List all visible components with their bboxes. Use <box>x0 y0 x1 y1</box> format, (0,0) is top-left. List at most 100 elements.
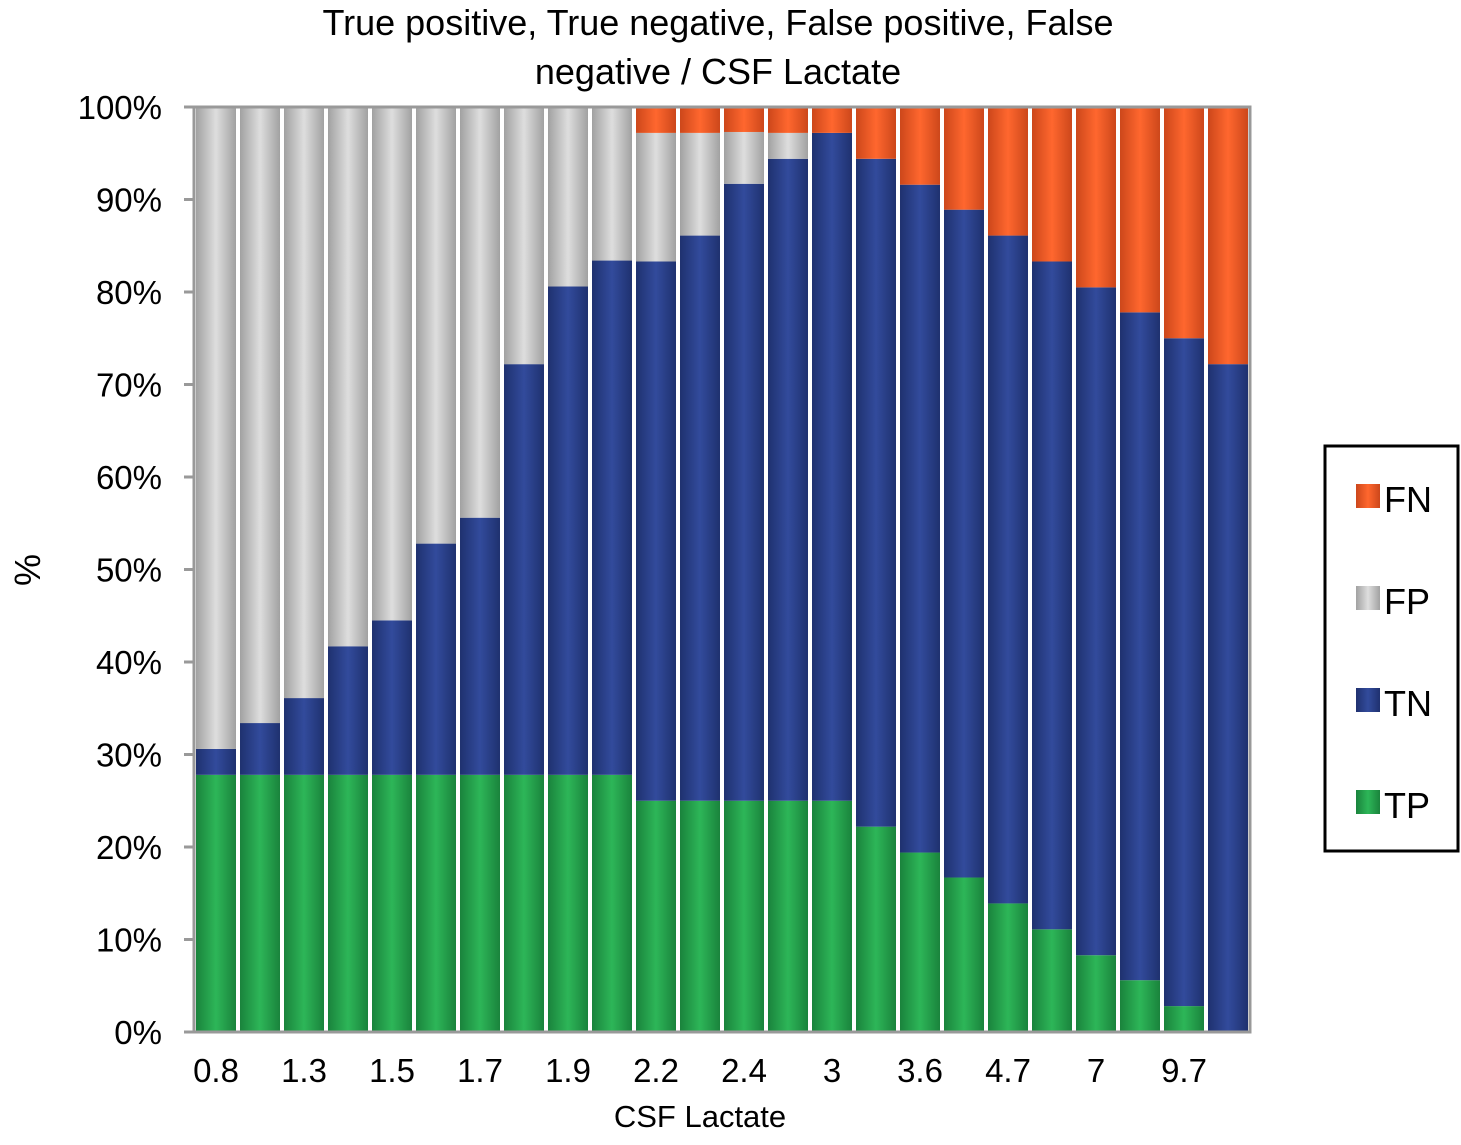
bar-tn-12 <box>680 235 720 801</box>
bar-tn-2 <box>240 723 280 775</box>
x-tick-label: 3 <box>823 1052 841 1089</box>
bar-tp-11 <box>636 800 676 1032</box>
bar-tn-14 <box>768 158 808 801</box>
y-tick-label: 0% <box>114 1014 162 1051</box>
x-tick-label: 2.2 <box>633 1052 679 1089</box>
x-tick-label: 7 <box>1087 1052 1105 1089</box>
chart-title-line-2: negative / CSF Lactate <box>535 51 901 92</box>
bar-tp-12 <box>680 800 720 1032</box>
y-axis: 0% 10% 20% 30% 40% 50% 60% 70% 80% 90% 100% <box>78 89 194 1051</box>
x-axis-label: CSF Lactate <box>614 1099 786 1134</box>
bar-tn-18 <box>944 209 984 878</box>
bar-fp-5 <box>372 106 412 621</box>
legend-label-fp: FP <box>1384 581 1430 622</box>
bar-tn-24 <box>1208 364 1248 1032</box>
y-tick-label: 60% <box>96 459 162 496</box>
bar-fp-6 <box>416 107 456 544</box>
y-axis-label: % <box>7 554 48 586</box>
bar-tn-19 <box>988 235 1028 904</box>
bar-tp-5 <box>372 774 412 1032</box>
bar-fp-8 <box>504 107 544 365</box>
bar-tn-6 <box>416 543 456 775</box>
bar-fn-23 <box>1164 107 1204 339</box>
bar-fp-7 <box>460 107 500 518</box>
bar-fn-24 <box>1208 107 1248 365</box>
bar-fn-11 <box>636 107 676 133</box>
legend-label-tp: TP <box>1384 785 1430 826</box>
y-tick-label: 80% <box>96 274 162 311</box>
bar-fp-3 <box>284 107 324 699</box>
chart-title-line-1: True positive, True negative, False posi… <box>322 2 1113 43</box>
x-tick-label: 2.4 <box>721 1052 767 1089</box>
bar-tp-2 <box>240 774 280 1032</box>
bar-tp-16 <box>856 826 896 1032</box>
bars-group <box>196 106 1248 1032</box>
y-tick-label: 50% <box>96 552 162 589</box>
bar-tp-3 <box>284 774 324 1032</box>
bar-tp-7 <box>460 774 500 1032</box>
bar-fn-14 <box>768 107 808 133</box>
bar-tn-4 <box>328 646 368 775</box>
y-tick-label: 20% <box>96 829 162 866</box>
bar-fp-9 <box>548 107 588 287</box>
legend-swatch-tp <box>1356 790 1380 814</box>
bar-tp-20 <box>1032 929 1072 1032</box>
bar-tp-1 <box>196 774 236 1032</box>
bar-tn-10 <box>592 260 632 775</box>
bar-tn-15 <box>812 132 852 801</box>
bar-tp-22 <box>1120 980 1160 1032</box>
bar-tn-13 <box>724 183 764 801</box>
bar-fp-12 <box>680 132 720 236</box>
bar-tn-21 <box>1076 287 1116 956</box>
bar-tn-3 <box>284 698 324 775</box>
bar-tn-5 <box>372 620 412 775</box>
bar-fn-19 <box>988 107 1028 236</box>
bar-fn-22 <box>1120 107 1160 313</box>
legend-swatch-fp <box>1356 586 1380 610</box>
x-tick-label: 1.3 <box>281 1052 327 1089</box>
legend: FN FP TN TP <box>1323 444 1460 853</box>
bar-fp-1 <box>196 107 236 749</box>
bar-fp-13 <box>724 131 764 184</box>
y-tick-label: 40% <box>96 644 162 681</box>
legend-box <box>1323 444 1460 853</box>
bar-tp-13 <box>724 800 764 1032</box>
legend-label-fn: FN <box>1384 479 1432 520</box>
bar-tp-15 <box>812 800 852 1032</box>
bar-fn-18 <box>944 107 984 210</box>
x-axis: 0.8 1.3 1.5 1.7 1.9 2.2 2.4 3 3.6 4.7 7 9.7 <box>193 1052 1207 1089</box>
x-tick-label: 1.7 <box>457 1052 503 1089</box>
bar-tn-7 <box>460 517 500 775</box>
y-tick-label: 100% <box>78 89 162 126</box>
legend-swatch-fn <box>1356 484 1380 508</box>
y-tick-label: 10% <box>96 922 162 959</box>
bar-fn-16 <box>856 107 896 159</box>
bar-tn-22 <box>1120 312 1160 981</box>
bar-fn-13 <box>724 106 764 132</box>
bar-tp-18 <box>944 877 984 1032</box>
bar-fp-10 <box>592 106 632 261</box>
x-tick-label: 9.7 <box>1161 1052 1207 1089</box>
bar-tp-14 <box>768 800 808 1032</box>
bar-fp-14 <box>768 132 808 159</box>
bar-tp-23 <box>1164 1006 1204 1032</box>
bar-tp-4 <box>328 774 368 1032</box>
bar-tp-6 <box>416 774 456 1032</box>
x-tick-label: 1.9 <box>545 1052 591 1089</box>
bar-fn-15 <box>812 107 852 133</box>
legend-swatch-tn <box>1356 688 1380 712</box>
legend-label-tn: TN <box>1384 683 1432 724</box>
bar-fp-11 <box>636 132 676 262</box>
bar-fn-20 <box>1032 107 1072 262</box>
x-tick-label: 4.7 <box>985 1052 1031 1089</box>
bar-fn-12 <box>680 107 720 133</box>
bar-tn-9 <box>548 286 588 775</box>
bar-tp-8 <box>504 774 544 1032</box>
bar-tn-8 <box>504 364 544 775</box>
bar-tn-16 <box>856 158 896 827</box>
bar-fn-17 <box>900 107 940 185</box>
bar-tp-17 <box>900 852 940 1032</box>
y-tick-label: 30% <box>96 737 162 774</box>
bar-tn-23 <box>1164 338 1204 1007</box>
